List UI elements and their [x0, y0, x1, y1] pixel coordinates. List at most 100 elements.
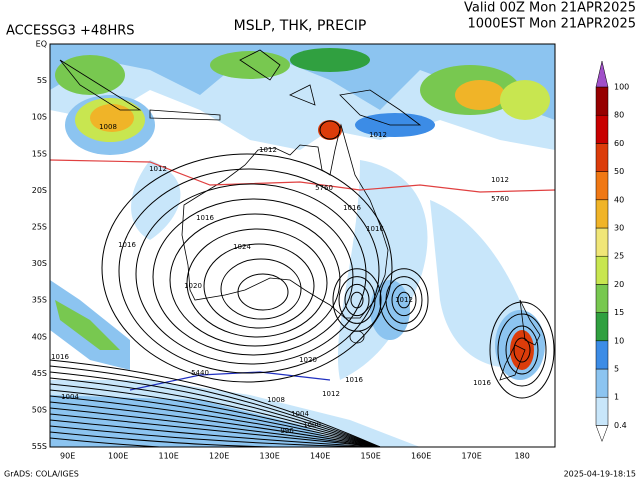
- colorbar-label: 25: [614, 252, 624, 261]
- colorbar-high-triangle: [595, 60, 609, 88]
- colorbar-label: 10: [614, 336, 624, 345]
- latitude-label: 15S: [32, 149, 47, 158]
- isobar: [50, 413, 381, 447]
- isobar: [497, 313, 547, 387]
- map-frame: [49, 43, 556, 448]
- colorbar-label: 100: [614, 83, 629, 92]
- isobar: [50, 365, 381, 447]
- isobar: [338, 276, 376, 324]
- isobar: [220, 258, 302, 320]
- longitude-label: 150E: [361, 452, 381, 461]
- longitude-label: 170E: [462, 452, 482, 461]
- isobar: [350, 291, 364, 309]
- colorbar-label: 5: [614, 365, 619, 374]
- latitude-label: 40S: [32, 332, 47, 341]
- colorbar-swatch: [595, 114, 609, 144]
- colorbar-swatch: [595, 255, 609, 285]
- colorbar-label: 0.4: [614, 421, 627, 430]
- model-label: ACCESSG3 +48HRS: [6, 24, 135, 39]
- isobar: [397, 291, 411, 309]
- colorbar-low-triangle: [595, 425, 609, 443]
- contour-label: 1012: [259, 146, 277, 154]
- contour-label: 5760: [315, 184, 333, 192]
- credit: GrADS: COLA/IGES: [4, 470, 79, 479]
- contour-labels: 1008 1012 1012 1012 1012 1016 1016 1024 1020 1016…: [51, 123, 509, 435]
- colorbar-label: 80: [614, 111, 624, 120]
- latitude-label: 25S: [32, 223, 47, 232]
- contour-label: 1020: [184, 282, 202, 290]
- contour-label: 1012: [369, 131, 387, 139]
- isobar: [379, 268, 429, 332]
- contour-label: 996: [280, 427, 294, 435]
- isobar: [385, 276, 423, 324]
- contour-label: 1008: [99, 123, 117, 131]
- isobar: [513, 337, 531, 363]
- colorbar-swatch: [595, 143, 609, 172]
- colorbar-label: 15: [614, 308, 624, 317]
- latitude-label: 5S: [37, 76, 47, 85]
- map-title: MSLP, THK, PRECIP: [234, 18, 367, 34]
- colorbar-swatch: [595, 368, 609, 398]
- latitude-label: 35S: [32, 296, 47, 305]
- isobar: [50, 359, 381, 447]
- isobar: [50, 401, 381, 447]
- latitude-label: EQ: [36, 40, 47, 49]
- contour-label: 1024: [233, 243, 251, 251]
- isobar: [50, 437, 380, 447]
- longitude-label: 110E: [159, 452, 179, 461]
- colorbar-label: 60: [614, 139, 624, 148]
- contour-label: 1016: [366, 225, 384, 233]
- isobar: [319, 120, 341, 140]
- contour-label: 1012: [395, 296, 413, 304]
- longitude-label: 130E: [260, 452, 280, 461]
- local-time: 1000EST Mon 21APR2025: [467, 17, 636, 32]
- latitude-label: 10S: [32, 113, 47, 122]
- colorbar-swatch: [595, 171, 609, 201]
- contour-label: 5440: [191, 369, 209, 377]
- isobar: [50, 419, 381, 447]
- colorbar-swatch: [595, 86, 609, 116]
- valid-time: Valid 00Z Mon 21APR2025: [464, 1, 636, 16]
- contour-label: 5760: [491, 195, 509, 203]
- isobars: [50, 120, 555, 447]
- contour-label: 1020: [299, 356, 317, 364]
- isobar: [505, 325, 539, 375]
- contour-label: 1012: [322, 390, 340, 398]
- isobar: [118, 168, 380, 374]
- isobar: [169, 213, 341, 347]
- isobar: [50, 407, 381, 447]
- isobar: [135, 183, 367, 365]
- contour-label: 1000: [303, 421, 321, 429]
- colorbar-swatch: [595, 340, 609, 370]
- colorbar-swatch: [595, 396, 609, 426]
- colorbar-swatch: [595, 227, 609, 257]
- contour-label: 1016: [473, 379, 491, 387]
- longitude-label: 140E: [310, 452, 330, 461]
- contour-label: 1004: [61, 393, 79, 401]
- isobar: [50, 395, 381, 447]
- isobar: [50, 383, 381, 447]
- longitude-label: 120E: [209, 452, 229, 461]
- colorbar-label: 40: [614, 195, 624, 204]
- longitude-label: 180: [515, 452, 530, 461]
- isobar: [489, 301, 555, 399]
- latitude-label: 45S: [32, 369, 47, 378]
- latitude-label: 30S: [32, 259, 47, 268]
- longitude-label: 100E: [108, 452, 128, 461]
- precip-field: [50, 44, 555, 447]
- colorbar-swatch: [595, 312, 609, 342]
- coastlines: [59, 49, 541, 381]
- isobar: [101, 153, 393, 383]
- contour-label: 1016: [118, 241, 136, 249]
- isobar: [237, 273, 289, 311]
- isobar: [50, 431, 380, 447]
- contour-label: 1008: [267, 396, 285, 404]
- longitude-label: 90E: [60, 452, 75, 461]
- isobar: [203, 243, 315, 329]
- contour-label: 1004: [291, 410, 309, 418]
- colorbar-swatch: [595, 199, 609, 229]
- contour-label: 1016: [343, 204, 361, 212]
- colorbar-label: 30: [614, 224, 624, 233]
- isobar: [391, 283, 417, 317]
- isobar: [186, 228, 328, 338]
